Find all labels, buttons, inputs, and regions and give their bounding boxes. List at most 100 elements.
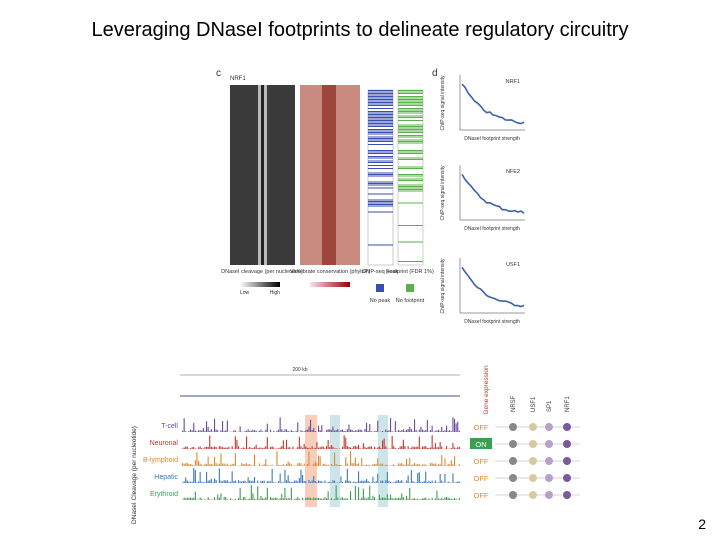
signal-bar xyxy=(430,463,432,466)
signal-bar xyxy=(390,481,392,483)
signal-bar xyxy=(190,429,192,432)
signal-bar xyxy=(418,436,420,449)
signal-bar xyxy=(370,431,372,432)
signal-bar xyxy=(348,480,350,483)
signal-bar xyxy=(354,430,356,432)
factor-dot xyxy=(563,491,571,499)
signal-bar xyxy=(297,481,299,483)
signal-bar xyxy=(230,498,232,500)
stripe xyxy=(398,129,423,130)
signal-bar xyxy=(295,498,297,500)
signal-bar xyxy=(450,498,452,500)
signal-bar xyxy=(262,498,264,500)
signal-bar xyxy=(452,442,454,449)
signal-bar xyxy=(404,430,406,432)
signal-bar xyxy=(284,429,286,432)
factor-dot xyxy=(545,457,553,465)
factor-label: NFE2 xyxy=(506,169,520,175)
stripe xyxy=(368,202,393,204)
signal-bar xyxy=(201,498,203,500)
signal-bar xyxy=(444,497,446,500)
signal-bar xyxy=(273,498,275,500)
heatmap-core xyxy=(261,85,264,265)
signal-bar xyxy=(302,474,304,483)
signal-bar xyxy=(433,447,435,449)
signal-bar xyxy=(401,493,403,500)
signal-bar xyxy=(438,447,440,449)
signal-bar xyxy=(182,430,184,432)
stripe xyxy=(368,141,393,142)
signal-bar xyxy=(414,482,416,483)
signal-bar xyxy=(262,448,264,449)
signal-bar xyxy=(433,463,435,466)
signal-bar xyxy=(263,447,265,449)
color-scale xyxy=(310,282,350,287)
signal-bar xyxy=(302,431,304,432)
stripe xyxy=(398,261,423,262)
signal-bar xyxy=(217,494,219,500)
factor-label: NRF1 xyxy=(506,79,520,85)
signal-bar xyxy=(351,499,353,500)
signal-bar xyxy=(282,464,284,466)
signal-bar xyxy=(332,480,334,483)
signal-bar xyxy=(206,472,208,483)
slide-title: Leveraging DNaseI footprints to delineat… xyxy=(91,19,629,41)
signal-bar xyxy=(444,430,446,432)
signal-bar xyxy=(410,499,412,500)
signal-bar xyxy=(402,439,404,449)
signal-bar xyxy=(318,455,320,466)
signal-bar xyxy=(458,430,460,432)
signal-bar xyxy=(425,464,427,466)
signal-bar xyxy=(305,481,307,483)
signal-bar xyxy=(190,481,192,483)
signal-bar xyxy=(287,497,289,500)
signal-bar xyxy=(186,480,188,483)
signal-bar xyxy=(289,498,291,500)
signal-bar xyxy=(209,464,211,466)
signal-bar xyxy=(372,476,374,483)
signal-bar xyxy=(329,429,331,432)
stripe xyxy=(398,97,423,99)
signal-bar xyxy=(436,430,438,432)
stripe xyxy=(398,99,423,100)
stripe xyxy=(368,112,393,114)
signal-bar xyxy=(207,427,209,432)
stripe xyxy=(368,121,393,123)
legend-label: No peak xyxy=(370,298,391,304)
signal-bar xyxy=(297,497,299,500)
signal-bar xyxy=(279,447,281,449)
signal-bar xyxy=(428,447,430,449)
signal-bar xyxy=(282,440,284,449)
stripe xyxy=(398,178,423,180)
factor-label: NRF1 xyxy=(230,76,246,82)
stripe xyxy=(368,102,393,103)
signal-bar xyxy=(263,480,265,483)
signal-bar xyxy=(434,430,436,432)
y-axis-label: ChIP-seq signal intensity xyxy=(440,75,446,131)
signal-bar xyxy=(194,448,196,449)
signal-bar xyxy=(310,419,312,432)
signal-bar xyxy=(358,463,360,466)
signal-bar xyxy=(369,485,371,500)
page-number: 2 xyxy=(698,516,706,532)
signal-bar xyxy=(354,457,356,466)
signal-bar xyxy=(257,486,259,500)
signal-bar xyxy=(430,481,432,483)
signal-bar xyxy=(207,480,209,483)
signal-bar xyxy=(458,464,460,466)
signal-bar xyxy=(439,442,441,449)
signal-bar xyxy=(332,465,334,466)
signal-bar xyxy=(303,443,305,449)
x-axis-label: DNaseI footprint strength xyxy=(464,136,520,142)
signal-bar xyxy=(244,431,246,432)
signal-bar xyxy=(354,482,356,483)
signal-bar xyxy=(311,498,313,500)
signal-bar xyxy=(415,482,417,483)
signal-bar xyxy=(281,429,283,432)
signal-bar xyxy=(212,464,214,466)
signal-bar xyxy=(444,473,446,483)
signal-bar xyxy=(300,430,302,432)
signal-bar xyxy=(214,478,216,483)
signal-bar xyxy=(348,424,350,432)
